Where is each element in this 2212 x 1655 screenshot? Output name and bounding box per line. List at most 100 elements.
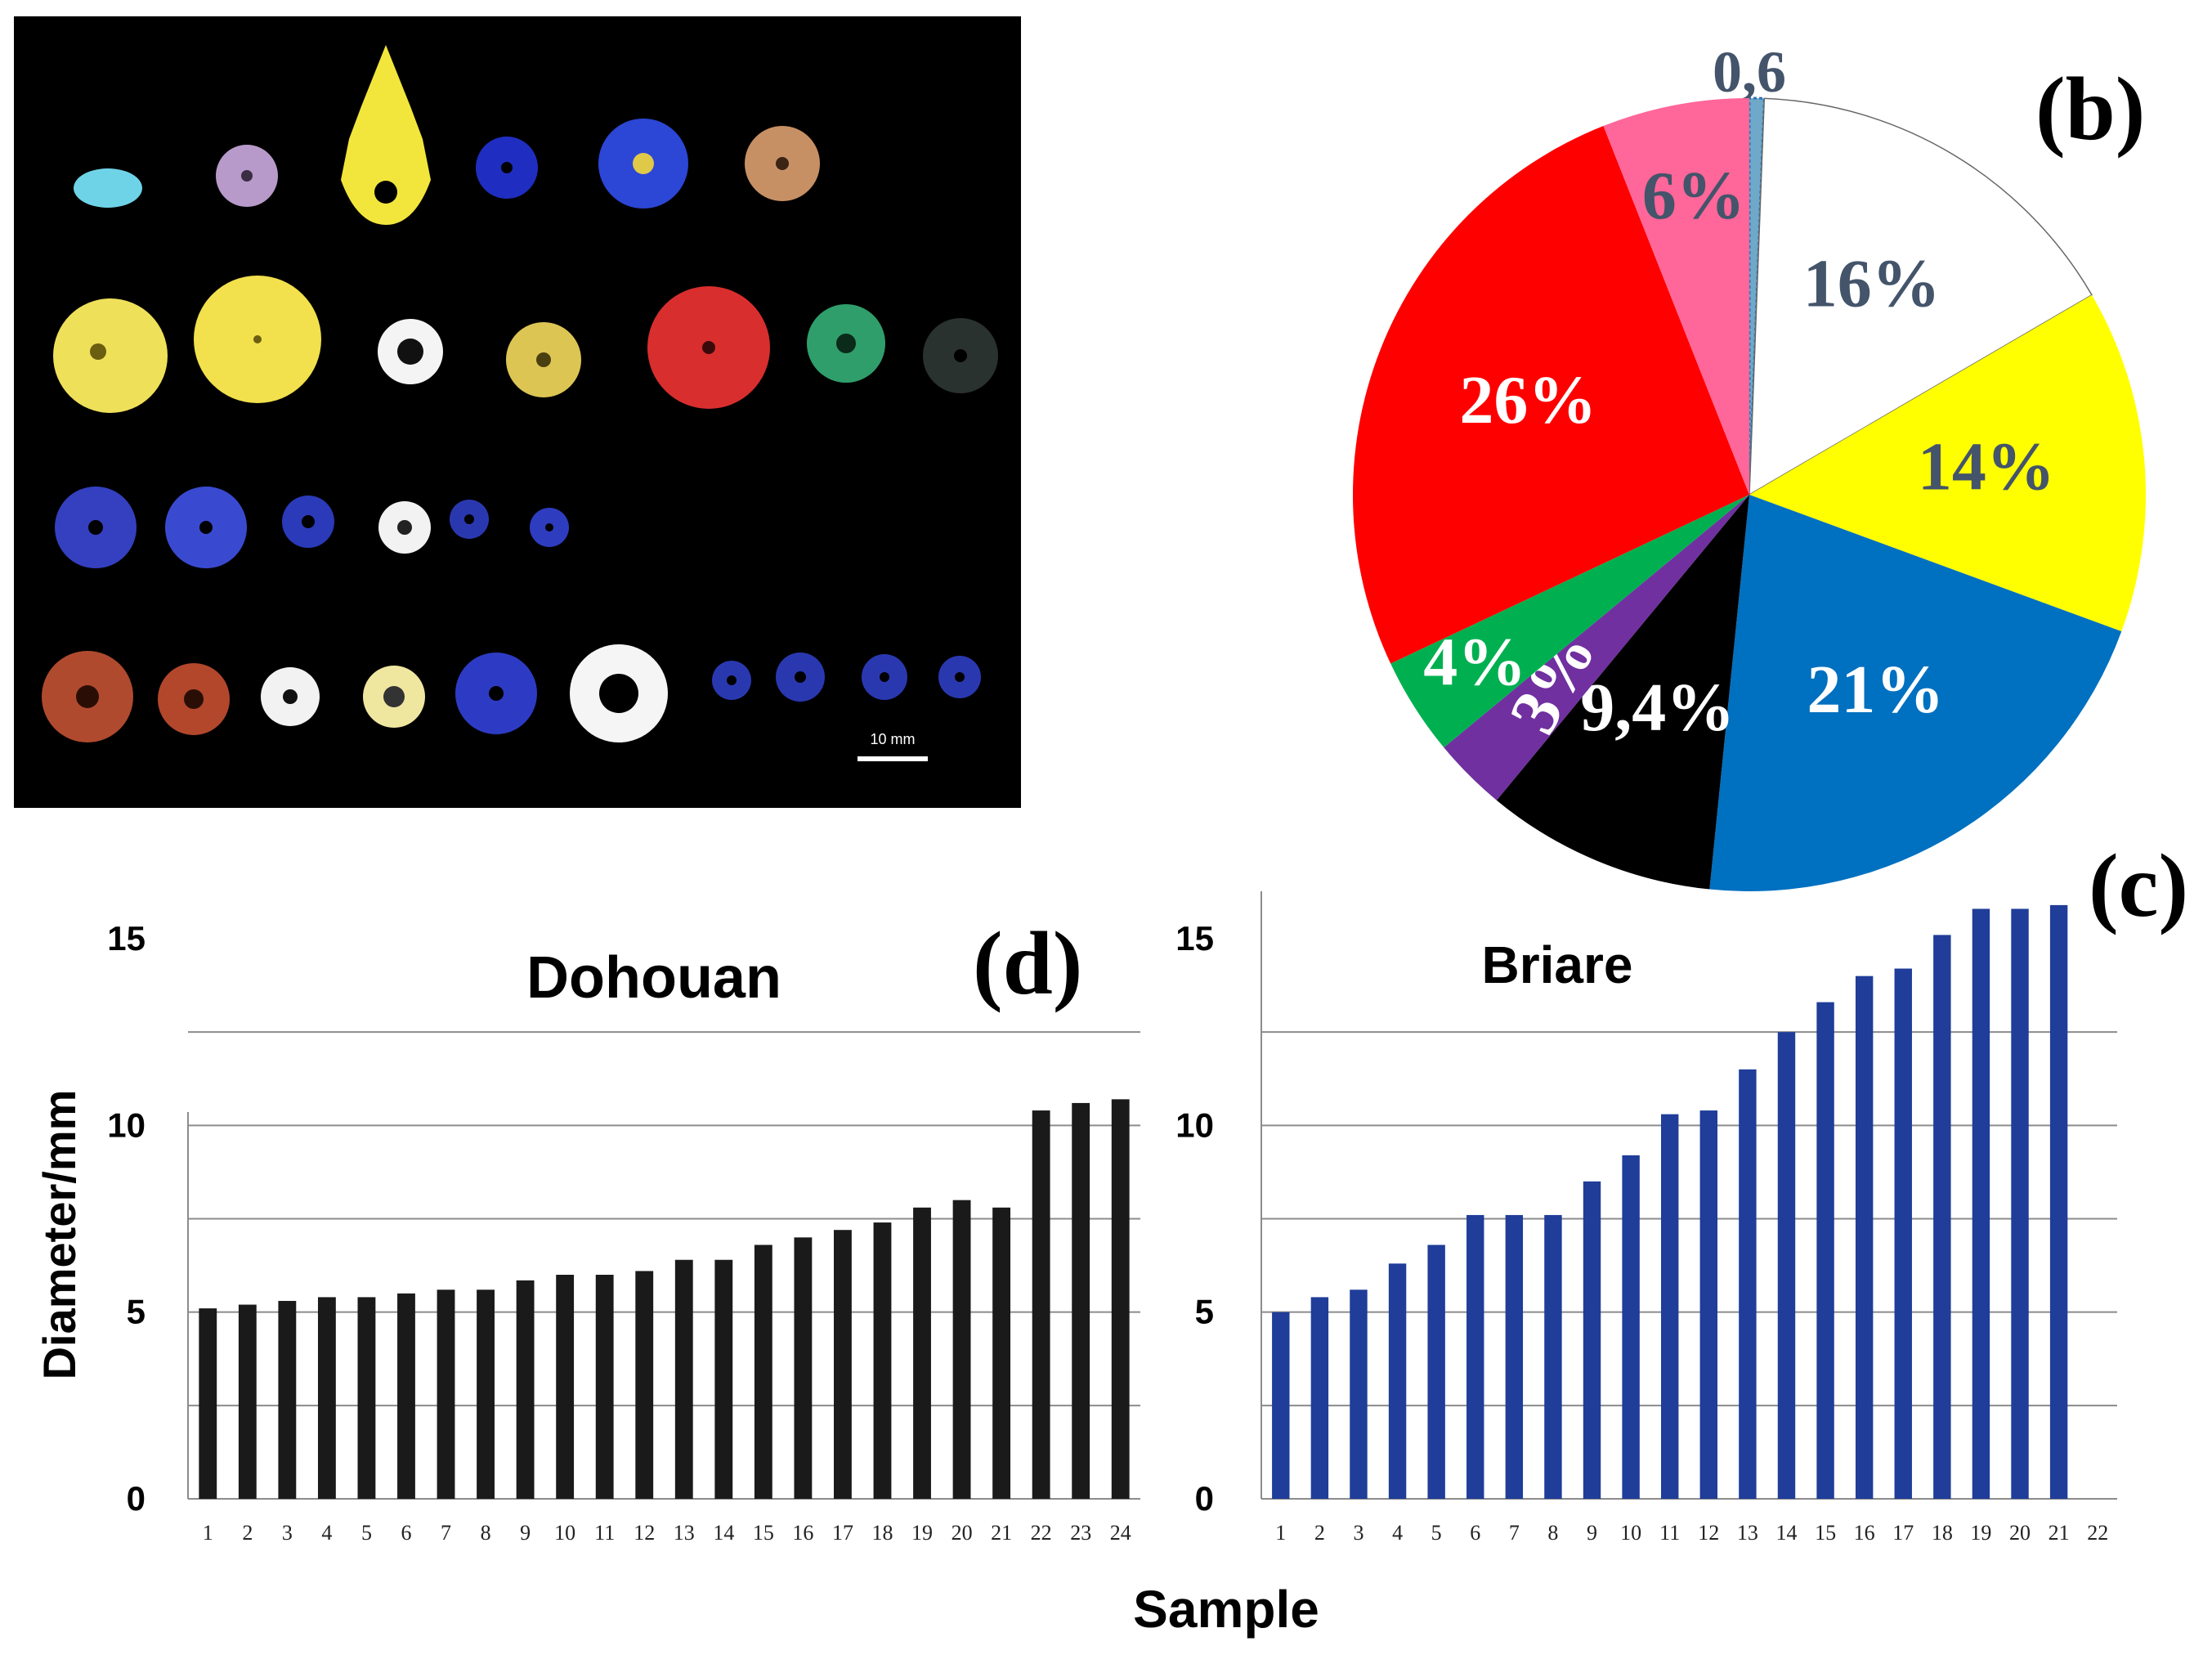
y-tick-label: 5 [1195,1293,1214,1331]
bar [794,1237,813,1499]
x-tick-label: 7 [1509,1521,1520,1545]
bar [1660,1114,1679,1499]
x-tick-label: 13 [1737,1521,1758,1545]
x-tick-label: 1 [203,1521,213,1545]
x-tick-label: 18 [1932,1521,1953,1545]
bar [437,1289,455,1499]
x-tick-label: 23 [1070,1521,1091,1545]
bar [1894,968,1912,1499]
x-tick-label: 2 [1314,1521,1325,1545]
x-tick-label: 14 [1775,1521,1797,1545]
bar [1583,1181,1601,1499]
x-tick-label: 20 [952,1521,973,1545]
x-tick-label: 10 [1620,1521,1641,1545]
pie-slice [1603,98,1749,495]
pie-slice [1749,97,2093,496]
y-tick-label: 15 [107,919,146,958]
pie-slice [1353,126,1749,664]
bar [714,1259,733,1499]
y-axis-label: Diameter/mm [34,1090,85,1380]
x-tick-label: 11 [1659,1521,1680,1545]
x-tick-label: 17 [832,1521,853,1545]
x-tick-label: 6 [401,1521,411,1545]
bar [1816,1002,1834,1499]
x-tick-label: 16 [1854,1521,1875,1545]
x-tick-label: 9 [1587,1521,1597,1545]
bar [1466,1214,1484,1499]
x-tick-label: 5 [1431,1521,1442,1545]
pie-slice-label: 0,6 [1713,49,1786,105]
pie-slice-label: 6% [1642,158,1745,234]
x-tick-label: 1 [1275,1521,1286,1545]
bar [1072,1102,1090,1499]
y-tick-label: 0 [127,1479,146,1518]
bar [1622,1155,1640,1499]
panel-label-b: (b) [2035,59,2146,159]
bar [1427,1245,1445,1499]
pie-slice-label: 9,4% [1580,670,1735,746]
pie-slice [1709,495,2122,891]
y-tick-label: 5 [127,1293,146,1331]
bar [199,1308,217,1499]
pie-slice [1749,294,2146,632]
bar [1350,1289,1368,1499]
bar [1777,1032,1796,1499]
x-tick-label: 19 [911,1521,933,1545]
bead [74,168,142,208]
bar [238,1304,257,1499]
pendant [341,45,431,225]
pie-slice-label: 26% [1459,362,1596,438]
x-tick-label: 15 [753,1521,774,1545]
chart-title: Dohouan [526,945,781,1011]
x-tick-label: 16 [792,1521,813,1545]
x-tick-label: 21 [2049,1521,2070,1545]
x-tick-label: 18 [871,1521,893,1545]
bar [477,1289,495,1499]
x-tick-label: 4 [1392,1521,1403,1545]
bead-photo: 10 mm [14,16,1021,808]
x-tick-label: 21 [991,1521,1012,1545]
chart-title: Briare [1482,935,1633,994]
x-tick-label: 8 [481,1521,491,1545]
bar [1699,1110,1718,1499]
bar [2049,904,2068,1499]
bar [952,1200,971,1499]
bar [754,1245,772,1499]
bead [53,298,168,413]
x-tick-label: 22 [2087,1521,2108,1545]
bar [2011,908,2029,1499]
bar [1111,1099,1130,1499]
x-tick-label: 7 [441,1521,451,1545]
x-tick-label: 5 [361,1521,372,1545]
bar [1739,1069,1757,1499]
bar [357,1297,376,1499]
bar [1544,1214,1562,1499]
x-tick-label: 13 [674,1521,695,1545]
pie-chart: 0,616%14%21%9,4%3%4%26%6% [1353,49,2146,891]
bar [317,1297,336,1499]
y-tick-label: 10 [107,1106,146,1144]
x-tick-label: 11 [594,1521,615,1545]
x-tick-label: 14 [713,1521,734,1545]
bar [278,1300,297,1499]
x-tick-label: 9 [520,1521,531,1545]
bar [397,1293,415,1499]
panel-label-d: (d) [973,913,1083,1013]
panel-label-c: (c) [2089,836,2189,935]
bar [674,1259,693,1499]
bar [516,1280,535,1499]
bar [595,1275,614,1499]
bar [635,1271,654,1499]
x-tick-label: 24 [1110,1521,1131,1545]
pie-slice [1390,495,1749,748]
scale-bar-label: 10 mm [870,731,915,747]
bar [1855,976,1874,1499]
y-tick-label: 10 [1175,1106,1214,1144]
bead-photo-drawing: 10 mm [42,45,998,761]
bar [1388,1263,1407,1499]
bar [1310,1297,1329,1499]
bar [834,1230,852,1499]
bar [873,1222,892,1499]
x-tick-label: 2 [242,1521,253,1545]
pie-slice-label: 21% [1807,652,1944,728]
